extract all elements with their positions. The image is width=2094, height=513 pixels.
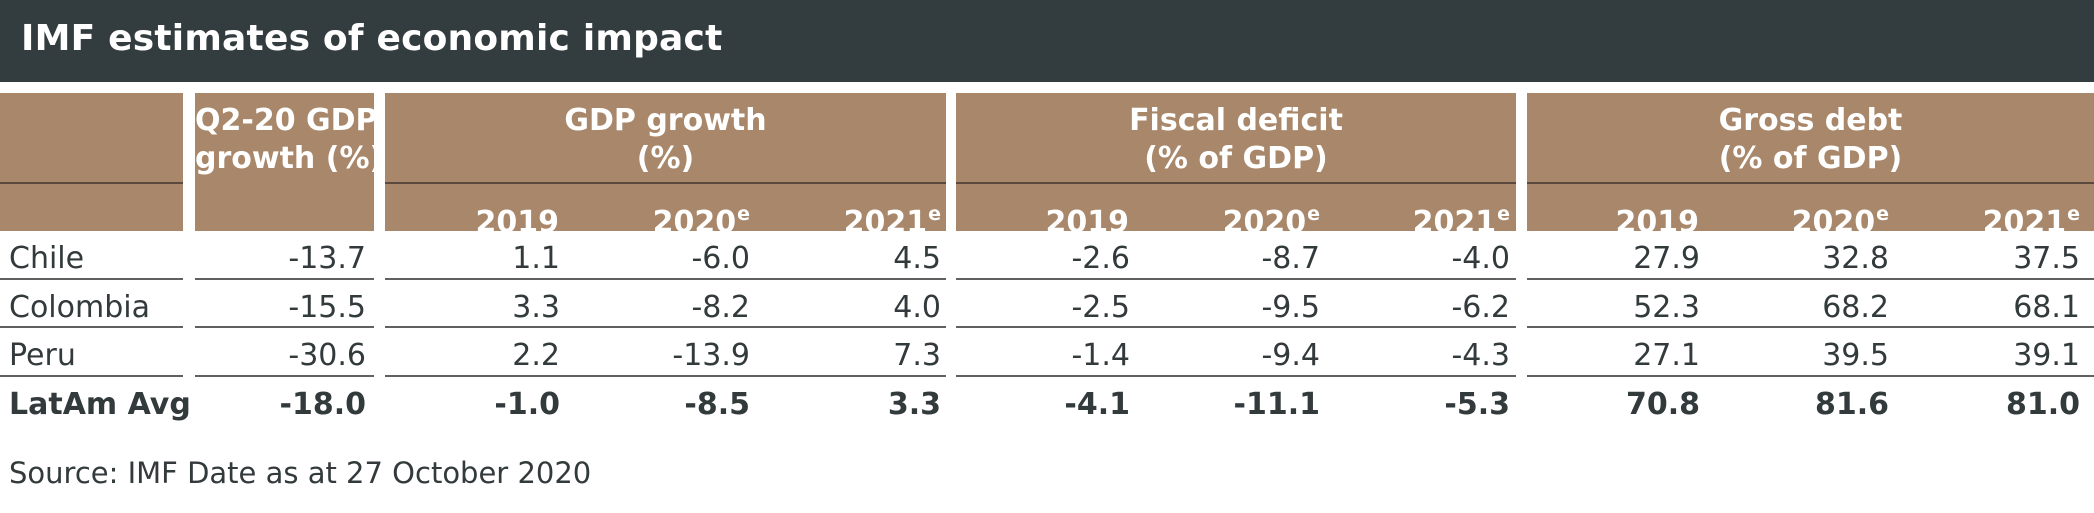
title-bar: IMF estimates of economic impact: [0, 0, 2094, 82]
cell-gdp-2020: -8.5: [684, 387, 750, 422]
page-title: IMF estimates of economic impact: [21, 18, 723, 59]
cell-gdp-2021: 4.0: [893, 290, 941, 325]
cell-gdp-2019: 2.2: [512, 338, 560, 373]
cell-debt-2021: 37.5: [2013, 241, 2080, 276]
header-divider: [956, 182, 1516, 184]
cell-debt-2019: 52.3: [1633, 290, 1700, 325]
cell-debt-2019: 27.9: [1633, 241, 1700, 276]
group-header-gdp-growth: GDP growth (%): [564, 103, 767, 176]
year-header: 2020e: [1791, 203, 1889, 240]
row-divider: [0, 278, 183, 280]
row-label: Peru: [9, 338, 76, 373]
cell-gdp-2019: -1.0: [494, 387, 560, 422]
cell-debt-2021: 68.1: [2013, 290, 2080, 325]
row-divider: [956, 326, 1516, 328]
cell-debt-2021: 39.1: [2013, 338, 2080, 373]
year-header: 2019: [1615, 205, 1700, 240]
group-header-q2: Q2-20 GDP growth (%): [195, 103, 384, 176]
cell-fiscal-2021: -4.3: [1451, 338, 1510, 373]
cell-fiscal-2019: -2.5: [1071, 290, 1130, 325]
header-block-q2: [195, 93, 374, 231]
row-divider: [195, 278, 374, 280]
row-divider: [0, 375, 183, 377]
year-header: 2019: [475, 205, 560, 240]
cell-debt-2020: 81.6: [1814, 387, 1889, 422]
header-block-gdp: [385, 93, 946, 231]
year-header: 2020e: [1222, 203, 1320, 240]
row-divider: [385, 326, 946, 328]
cell-gdp-2019: 1.1: [512, 241, 560, 276]
cell-debt-2020: 32.8: [1822, 241, 1889, 276]
cell-fiscal-2019: -4.1: [1064, 387, 1130, 422]
cell-gdp-2021: 7.3: [893, 338, 941, 373]
cell-q2: -15.5: [288, 290, 366, 325]
cell-fiscal-2020: -8.7: [1261, 241, 1320, 276]
cell-fiscal-2020: -9.5: [1261, 290, 1320, 325]
header-divider: [0, 182, 183, 184]
cell-gdp-2019: 3.3: [512, 290, 560, 325]
row-divider: [1527, 278, 2094, 280]
row-divider: [195, 375, 374, 377]
year-header: 2020e: [652, 203, 750, 240]
row-divider: [956, 375, 1516, 377]
source-note: Source: IMF Date as at 27 October 2020: [9, 456, 592, 490]
row-label: LatAm Avg: [9, 387, 191, 422]
header-block-fiscal: [956, 93, 1516, 231]
cell-q2: -18.0: [279, 387, 366, 422]
row-label: Colombia: [9, 290, 150, 325]
cell-fiscal-2021: -5.3: [1444, 387, 1510, 422]
row-divider: [1527, 375, 2094, 377]
cell-gdp-2020: -8.2: [691, 290, 750, 325]
header-block-country: [0, 93, 183, 231]
cell-gdp-2021: 3.3: [887, 387, 941, 422]
cell-fiscal-2021: -6.2: [1451, 290, 1510, 325]
year-header: 2021e: [1412, 203, 1510, 240]
year-header: 2021e: [1982, 203, 2080, 240]
group-header-fiscal-deficit: Fiscal deficit (% of GDP): [1129, 103, 1343, 176]
cell-gdp-2020: -6.0: [691, 241, 750, 276]
row-divider: [195, 326, 374, 328]
year-header: 2019: [1045, 205, 1130, 240]
cell-q2: -13.7: [288, 241, 366, 276]
header-block-debt: [1527, 93, 2094, 231]
row-label: Chile: [9, 241, 85, 276]
cell-gdp-2021: 4.5: [893, 241, 941, 276]
cell-fiscal-2020: -11.1: [1233, 387, 1320, 422]
row-divider: [1527, 326, 2094, 328]
cell-debt-2021: 81.0: [2005, 387, 2080, 422]
cell-q2: -30.6: [288, 338, 366, 373]
header-divider: [385, 182, 946, 184]
cell-fiscal-2019: -2.6: [1071, 241, 1130, 276]
cell-gdp-2020: -13.9: [672, 338, 750, 373]
cell-fiscal-2020: -9.4: [1261, 338, 1320, 373]
cell-debt-2020: 39.5: [1822, 338, 1889, 373]
header-divider: [1527, 182, 2094, 184]
cell-debt-2019: 27.1: [1633, 338, 1700, 373]
year-header: 2021e: [843, 203, 941, 240]
row-divider: [385, 278, 946, 280]
row-divider: [385, 375, 946, 377]
cell-debt-2020: 68.2: [1822, 290, 1889, 325]
row-divider: [956, 278, 1516, 280]
row-divider: [0, 326, 183, 328]
cell-fiscal-2021: -4.0: [1451, 241, 1510, 276]
cell-fiscal-2019: -1.4: [1071, 338, 1130, 373]
cell-debt-2019: 70.8: [1625, 387, 1700, 422]
group-header-gross-debt: Gross debt (% of GDP): [1718, 103, 1903, 176]
